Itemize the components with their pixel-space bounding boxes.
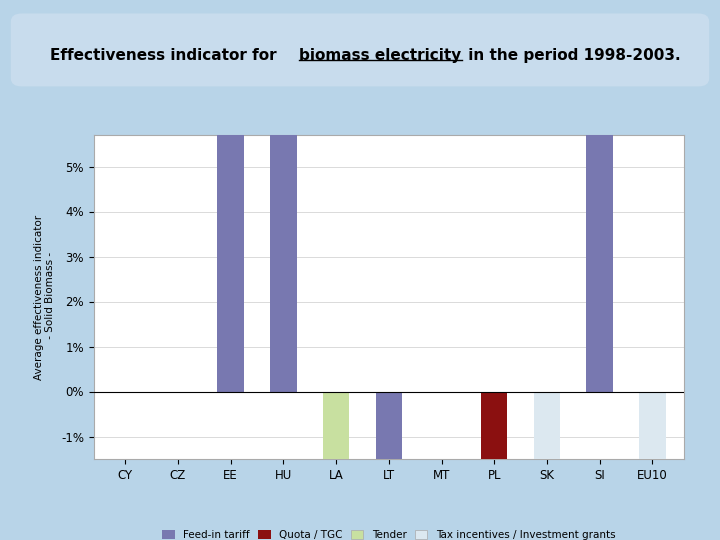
Bar bbox=[270, 0, 297, 392]
Text: biomass electricity: biomass electricity bbox=[299, 48, 461, 63]
Bar bbox=[534, 392, 560, 540]
Bar bbox=[639, 392, 665, 482]
Bar bbox=[587, 0, 613, 392]
Bar bbox=[534, 392, 560, 482]
Bar bbox=[376, 392, 402, 540]
Bar bbox=[481, 392, 508, 540]
Bar bbox=[217, 0, 244, 392]
Text: in the period 1998-2003.: in the period 1998-2003. bbox=[463, 48, 680, 63]
Bar bbox=[323, 392, 349, 482]
Text: Effectiveness indicator for: Effectiveness indicator for bbox=[50, 48, 282, 63]
Y-axis label: Average effectiveness indicator
 - Solid Biomass -: Average effectiveness indicator - Solid … bbox=[34, 214, 55, 380]
Legend: Feed-in tariff, Quota / TGC, Tender, Tax incentives / Investment grants: Feed-in tariff, Quota / TGC, Tender, Tax… bbox=[158, 526, 619, 540]
